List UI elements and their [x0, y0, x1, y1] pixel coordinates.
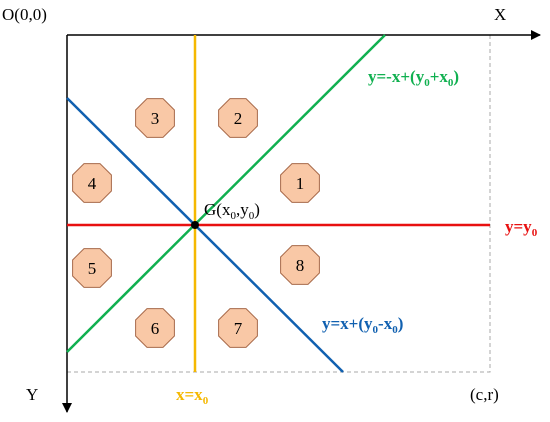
- text: ): [453, 67, 459, 86]
- y-axis-label: Y: [26, 385, 38, 404]
- text: 0: [203, 395, 209, 407]
- x-axis-label: X: [494, 5, 506, 24]
- region-octagon: [280, 245, 320, 285]
- region-octagon: [72, 248, 112, 288]
- green-line-label: y=-x+(y0+x0): [368, 67, 459, 89]
- region-octagon: [72, 163, 112, 203]
- region-octagon: [218, 98, 258, 138]
- corner-label: (c,r): [470, 385, 499, 404]
- red-line-label: y=y0: [505, 217, 538, 239]
- region-label: 6: [151, 319, 160, 338]
- text: y=x+(y: [322, 314, 373, 333]
- text: 0: [532, 227, 538, 239]
- region-label: 4: [88, 174, 97, 193]
- text: x=x: [176, 385, 203, 404]
- blue-line: [66, 97, 344, 373]
- regions: 1 2 3 4 5 6 7 8: [72, 98, 320, 348]
- text: ): [254, 200, 260, 219]
- region-label: 8: [296, 256, 305, 275]
- text: y=-x+(y: [368, 67, 425, 86]
- origin-label: O(0,0): [2, 5, 47, 24]
- region-octagon: [280, 163, 320, 203]
- text: -x: [378, 314, 393, 333]
- region-label: 7: [234, 319, 243, 338]
- text: 0: [424, 77, 430, 89]
- center-point: [191, 221, 199, 229]
- text: y=y: [505, 217, 532, 236]
- region-octagon: [135, 98, 175, 138]
- text: 0: [373, 324, 379, 336]
- region-label: 1: [296, 174, 305, 193]
- text: 0: [392, 324, 398, 336]
- blue-line-label: y=x+(y0-x0): [322, 314, 403, 336]
- text: +x: [430, 67, 449, 86]
- region-octagon: [135, 308, 175, 348]
- frame-dashed: [67, 35, 491, 373]
- region-label: 3: [151, 109, 160, 128]
- region-label: 5: [88, 259, 97, 278]
- orange-line-label: x=x0: [176, 385, 209, 407]
- text: ,y: [236, 200, 249, 219]
- region-octagon: [218, 308, 258, 348]
- text: 0: [249, 210, 255, 222]
- center-label: G(x0,y0): [204, 200, 260, 222]
- text: 0: [230, 210, 236, 222]
- region-label: 2: [234, 109, 243, 128]
- text: ): [398, 314, 404, 333]
- text: 0: [448, 77, 454, 89]
- text: G(x: [204, 200, 231, 219]
- green-line: [66, 34, 386, 353]
